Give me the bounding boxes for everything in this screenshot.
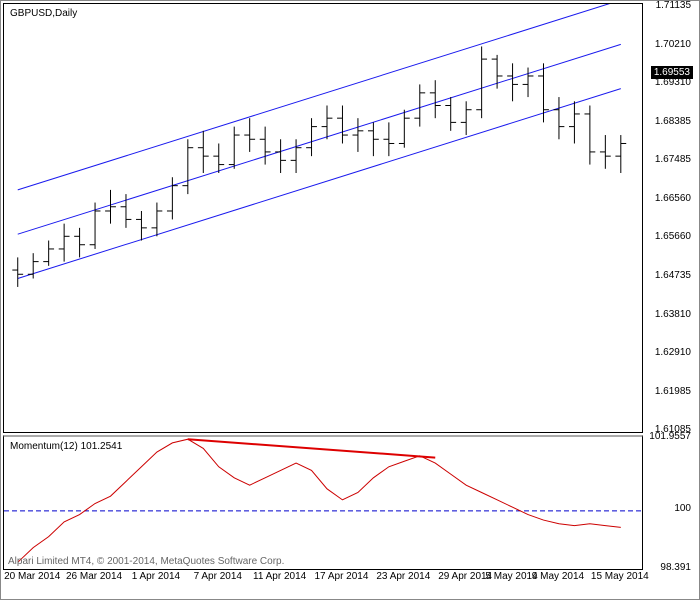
price-y-tick: 1.70210 xyxy=(655,39,691,50)
x-tick-label: 7 Apr 2014 xyxy=(194,571,242,582)
price-y-tick: 1.61985 xyxy=(655,386,691,397)
momentum-chart-svg xyxy=(4,437,644,572)
price-y-tick: 1.67485 xyxy=(655,154,691,165)
price-chart-svg xyxy=(4,4,644,434)
time-x-axis: 20 Mar 2014 26 Mar 2014 1 Apr 2014 7 Apr 20… xyxy=(3,571,643,595)
momentum-title: Momentum(12) 101.2541 xyxy=(10,441,122,452)
momentum-y-tick: 100 xyxy=(674,503,691,514)
momentum-panel[interactable]: Momentum(12) 101.2541 Alpari Limited MT4… xyxy=(3,435,643,570)
price-y-tick: 1.64735 xyxy=(655,270,691,281)
chart-title: GBPUSD,Daily xyxy=(10,8,77,19)
current-price-value: 1.69553 xyxy=(654,67,690,78)
momentum-y-tick: 98.391 xyxy=(660,562,691,573)
momentum-y-tick: 101.9557 xyxy=(649,431,691,442)
x-tick-label: 5 May 2014 xyxy=(485,571,537,582)
copyright-label: Alpari Limited MT4, © 2001-2014, MetaQuo… xyxy=(8,556,284,567)
x-tick-label: 17 Apr 2014 xyxy=(314,571,368,582)
price-y-tick: 1.68385 xyxy=(655,116,691,127)
price-y-tick: 1.65660 xyxy=(655,231,691,242)
price-panel[interactable]: GBPUSD,Daily xyxy=(3,3,643,433)
current-price-badge: 1.69553 xyxy=(651,66,693,79)
x-tick-label: 29 Apr 2014 xyxy=(438,571,492,582)
price-y-tick: 1.71135 xyxy=(656,0,691,11)
momentum-y-axis: 101.955710098.391 xyxy=(643,435,693,570)
forex-chart: GBPUSD,Daily 1.711351.702101.693101.6838… xyxy=(1,1,700,601)
x-tick-label: 1 Apr 2014 xyxy=(132,571,180,582)
x-tick-label: 15 May 2014 xyxy=(591,571,649,582)
price-y-tick: 1.63810 xyxy=(655,309,691,320)
x-tick-label: 11 Apr 2014 xyxy=(253,571,306,582)
x-tick-label: 26 Mar 2014 xyxy=(66,571,122,582)
price-y-tick: 1.66560 xyxy=(655,193,691,204)
x-tick-label: 9 May 2014 xyxy=(532,571,584,582)
x-tick-label: 23 Apr 2014 xyxy=(376,571,430,582)
price-y-tick: 1.62910 xyxy=(655,347,691,358)
x-tick-label: 20 Mar 2014 xyxy=(4,571,60,582)
